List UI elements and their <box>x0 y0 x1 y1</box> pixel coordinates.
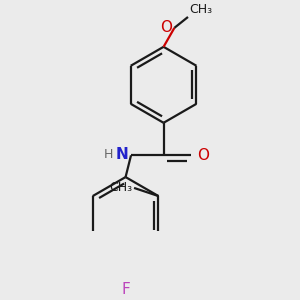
Text: CH₃: CH₃ <box>110 182 133 194</box>
Text: CH₃: CH₃ <box>189 3 212 16</box>
Text: H: H <box>104 148 113 160</box>
Text: F: F <box>121 281 130 296</box>
Text: O: O <box>160 20 172 35</box>
Text: O: O <box>197 148 209 163</box>
Text: N: N <box>116 146 128 161</box>
